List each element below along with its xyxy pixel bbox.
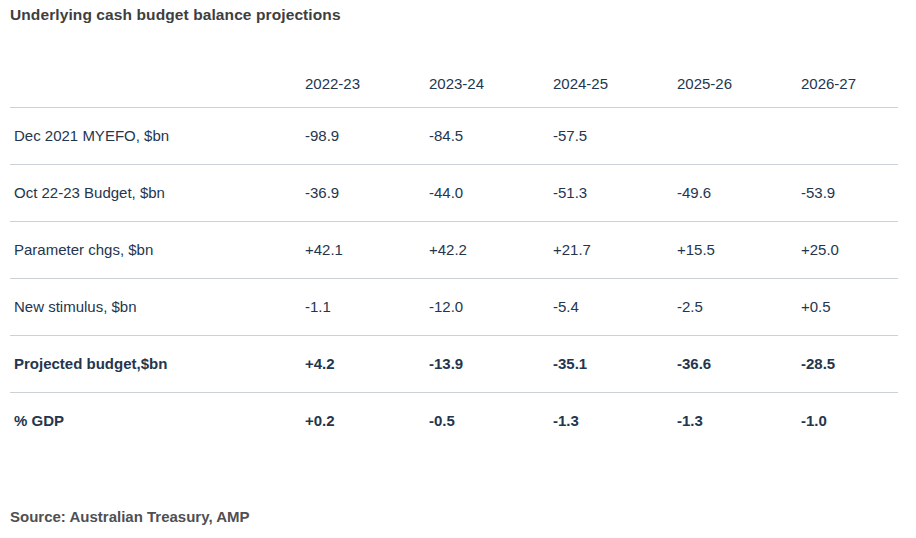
cell-value: -13.9 (429, 335, 553, 392)
source-note: Source: Australian Treasury, AMP (10, 508, 250, 525)
cell-value: -35.1 (553, 335, 677, 392)
cell-value: +15.5 (677, 221, 801, 278)
cell-value: -2.5 (677, 278, 801, 335)
cell-value: -1.0 (801, 392, 898, 449)
cell-value (801, 107, 898, 164)
column-header-2022-23: 2022-23 (305, 60, 429, 107)
cell-value: +21.7 (553, 221, 677, 278)
cell-value: -84.5 (429, 107, 553, 164)
projections-table: 2022-23 2023-24 2024-25 2025-26 2026-27 … (10, 60, 898, 449)
cell-value: -44.0 (429, 164, 553, 221)
cell-value: -1.3 (677, 392, 801, 449)
cell-value: -57.5 (553, 107, 677, 164)
row-label: Dec 2021 MYEFO, $bn (10, 107, 305, 164)
column-header-2026-27: 2026-27 (801, 60, 898, 107)
cell-value: -98.9 (305, 107, 429, 164)
table-row-parameter-chgs: Parameter chgs, $bn +42.1 +42.2 +21.7 +1… (10, 221, 898, 278)
row-label: New stimulus, $bn (10, 278, 305, 335)
cell-value: +42.2 (429, 221, 553, 278)
cell-value: -0.5 (429, 392, 553, 449)
table-row-projected-budget: Projected budget,$bn +4.2 -13.9 -35.1 -3… (10, 335, 898, 392)
cell-value: +4.2 (305, 335, 429, 392)
page-title: Underlying cash budget balance projectio… (10, 6, 341, 24)
row-label: Parameter chgs, $bn (10, 221, 305, 278)
column-header-2025-26: 2025-26 (677, 60, 801, 107)
row-label: % GDP (10, 392, 305, 449)
row-label: Projected budget,$bn (10, 335, 305, 392)
cell-value: -51.3 (553, 164, 677, 221)
cell-value: -49.6 (677, 164, 801, 221)
cell-value: +42.1 (305, 221, 429, 278)
table-row-new-stimulus: New stimulus, $bn -1.1 -12.0 -5.4 -2.5 +… (10, 278, 898, 335)
cell-value: +0.2 (305, 392, 429, 449)
cell-value: -12.0 (429, 278, 553, 335)
row-label: Oct 22-23 Budget, $bn (10, 164, 305, 221)
table-row-pct-gdp: % GDP +0.2 -0.5 -1.3 -1.3 -1.0 (10, 392, 898, 449)
table-header-row: 2022-23 2023-24 2024-25 2025-26 2026-27 (10, 60, 898, 107)
cell-value: -36.9 (305, 164, 429, 221)
cell-value: +25.0 (801, 221, 898, 278)
cell-value: -1.1 (305, 278, 429, 335)
cell-value: -36.6 (677, 335, 801, 392)
table-row-myefo: Dec 2021 MYEFO, $bn -98.9 -84.5 -57.5 (10, 107, 898, 164)
cell-value: -53.9 (801, 164, 898, 221)
cell-value: -1.3 (553, 392, 677, 449)
cell-value: -28.5 (801, 335, 898, 392)
column-header-2024-25: 2024-25 (553, 60, 677, 107)
column-header-2023-24: 2023-24 (429, 60, 553, 107)
cell-value: -5.4 (553, 278, 677, 335)
table-row-oct-budget: Oct 22-23 Budget, $bn -36.9 -44.0 -51.3 … (10, 164, 898, 221)
cell-value: +0.5 (801, 278, 898, 335)
page: Underlying cash budget balance projectio… (0, 0, 916, 538)
column-header-blank (10, 60, 305, 107)
cell-value (677, 107, 801, 164)
